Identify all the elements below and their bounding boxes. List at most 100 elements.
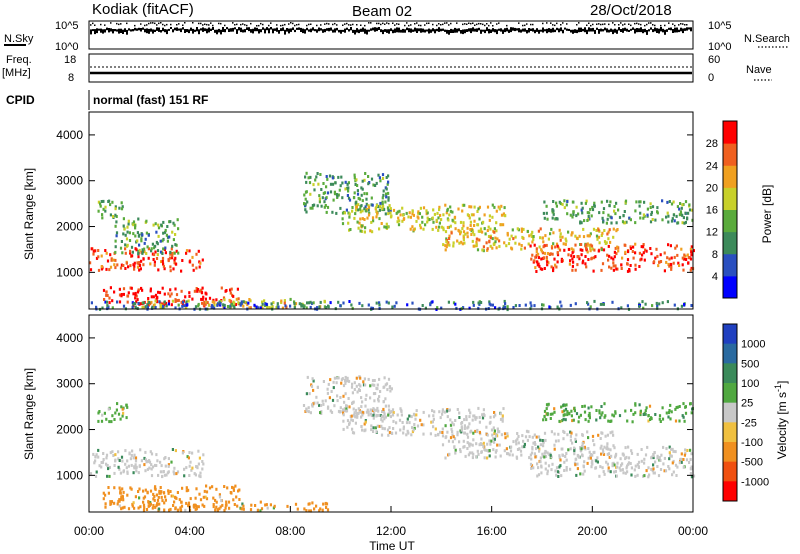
echo-cell: [364, 397, 367, 401]
echo-cell: [331, 398, 335, 402]
echo-cell: [157, 495, 160, 499]
echo-cell: [205, 497, 209, 501]
echo-cell: [352, 407, 355, 411]
echo-cell: [608, 228, 611, 232]
echo-cell: [136, 239, 139, 243]
echo-cell: [607, 244, 610, 248]
echo-cell: [283, 301, 286, 305]
echo-cell: [153, 260, 156, 264]
echo-cell: [185, 303, 188, 307]
echo-cell: [564, 418, 567, 422]
nsearch-sample: [684, 24, 686, 26]
echo-cell: [109, 451, 112, 455]
echo-cell: [644, 409, 647, 413]
echo-cell: [387, 433, 390, 437]
echo-cell: [341, 181, 344, 185]
echo-cell: [174, 298, 177, 302]
nsearch-sample: [482, 23, 484, 26]
echo-cell: [649, 418, 652, 421]
echo-cell: [535, 260, 538, 264]
echo-cell: [493, 440, 496, 444]
echo-cell: [491, 433, 494, 437]
echo-cell: [395, 301, 398, 305]
echo-cell: [658, 260, 661, 264]
echo-cell: [607, 447, 610, 451]
echo-cell: [217, 302, 220, 306]
echo-cell: [138, 243, 141, 247]
nsky-sample: [520, 29, 522, 33]
nave-right-tick-top: 60: [708, 54, 720, 66]
nsky-sample: [320, 28, 322, 31]
echo-cell: [129, 264, 132, 268]
echo-cell: [411, 301, 414, 305]
echo-cell: [514, 241, 517, 245]
echo-cell: [533, 243, 536, 247]
nsky-sample: [418, 28, 420, 32]
echo-cell: [197, 462, 200, 466]
echo-cell: [382, 400, 385, 404]
echo-cell: [125, 466, 128, 470]
echo-cell: [595, 229, 598, 232]
echo-cell: [562, 403, 565, 407]
nsky-sample: [242, 29, 244, 33]
echo-cell: [602, 453, 606, 456]
nsky-sample: [286, 28, 288, 32]
echo-cell: [324, 502, 328, 506]
echo-cell: [360, 193, 363, 197]
echo-cell: [234, 484, 237, 488]
echo-cell: [191, 255, 194, 259]
echo-cell: [601, 262, 605, 266]
echo-cell: [360, 186, 363, 190]
echo-cell: [229, 304, 232, 308]
echo-cell: [131, 305, 134, 309]
echo-cell: [115, 215, 118, 218]
echo-cell: [650, 456, 653, 460]
nsky-sample: [510, 27, 512, 33]
nsky-sample: [200, 28, 202, 31]
echo-cell: [175, 243, 178, 247]
echo-cell: [664, 469, 668, 473]
echo-cell: [684, 211, 687, 215]
echo-cell: [94, 459, 97, 463]
echo-cell: [540, 471, 543, 475]
echo-cell: [149, 501, 152, 504]
echo-cell: [357, 412, 360, 415]
echo-cell: [543, 414, 546, 418]
echo-cell: [680, 452, 683, 456]
echo-cell: [579, 446, 582, 449]
echo-cell: [219, 505, 222, 509]
echo-cell: [121, 414, 124, 418]
echo-cell: [505, 447, 508, 451]
echo-cell: [446, 226, 449, 229]
echo-cell: [499, 223, 502, 227]
echo-cell: [216, 508, 219, 512]
echo-cell: [359, 376, 362, 380]
echo-cell: [673, 219, 676, 223]
echo-cell: [164, 230, 167, 234]
echo-cell: [608, 204, 611, 208]
echo-cell: [603, 229, 606, 232]
echo-cell: [556, 470, 560, 474]
echo-cell: [445, 211, 448, 215]
echo-cell: [690, 304, 693, 307]
nsky-sample: [540, 29, 542, 32]
echo-cell: [602, 211, 605, 215]
echo-cell: [575, 236, 579, 240]
echo-cell: [495, 221, 498, 225]
echo-cell: [613, 470, 616, 474]
echo-cell: [302, 404, 306, 407]
echo-cell: [667, 415, 670, 419]
echo-cell: [309, 300, 312, 304]
echo-cell: [156, 502, 159, 506]
echo-cell: [406, 417, 409, 421]
echo-cell: [452, 244, 455, 248]
echo-cell: [385, 222, 388, 226]
echo-cell: [100, 465, 103, 469]
nsky-sample: [246, 27, 248, 30]
echo-cell: [126, 300, 129, 304]
echo-cell: [451, 433, 454, 437]
echo-cell: [646, 207, 649, 211]
echo-cell: [222, 303, 225, 307]
echo-cell: [553, 410, 556, 414]
echo-cell: [201, 286, 204, 290]
